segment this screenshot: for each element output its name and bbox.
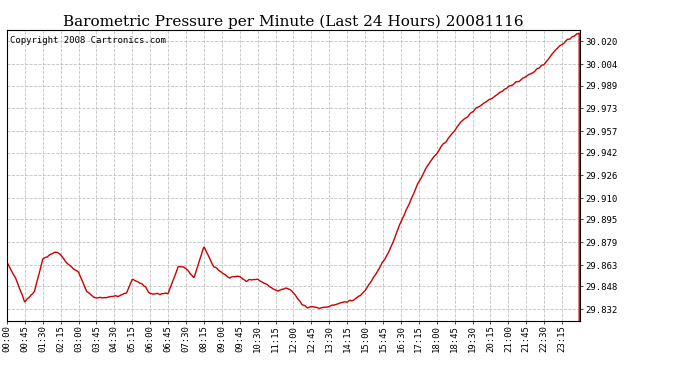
Title: Barometric Pressure per Minute (Last 24 Hours) 20081116: Barometric Pressure per Minute (Last 24 … [63, 15, 524, 29]
Text: Copyright 2008 Cartronics.com: Copyright 2008 Cartronics.com [10, 36, 166, 45]
